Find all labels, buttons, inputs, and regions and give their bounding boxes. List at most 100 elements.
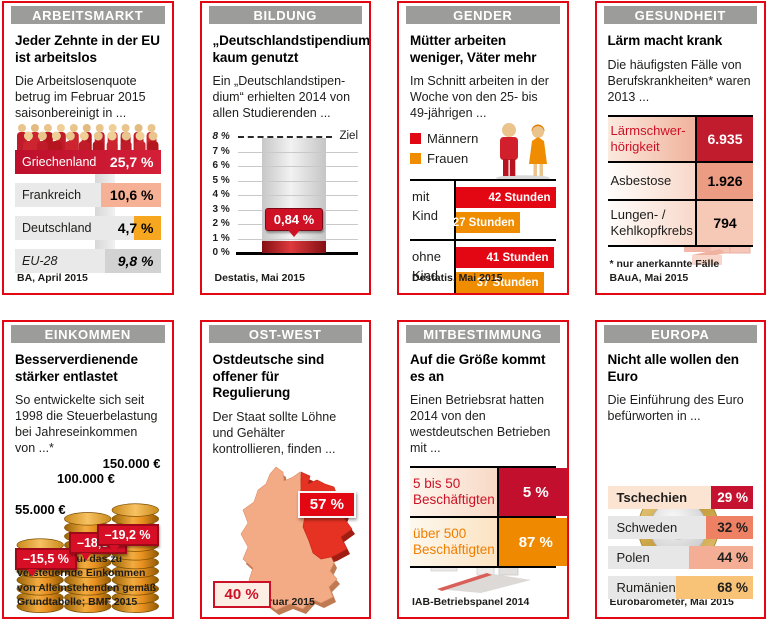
bar-highlight (134, 216, 161, 241)
legend-swatch-orange (410, 153, 421, 165)
bar-label: Frankreich (22, 188, 82, 203)
source-line: BAuA, Mai 2015 (609, 271, 689, 284)
card-title: Ostdeutsche sind offener für Regulierung (212, 352, 325, 401)
card-intro: Einen Betriebsrat hatten 2014 von den we… (410, 393, 551, 456)
bar-women: 27 Stunden (453, 212, 520, 234)
card-gender: GENDER Mütter arbeiten weniger, Väter me… (397, 1, 569, 295)
card-ostwest: OST-WEST Ostdeutsche sind offener für Re… (199, 320, 371, 619)
card-intro: Im Schnitt arbeiten in der Woche von den… (410, 74, 549, 121)
income-label-55000: 55.000 € (15, 502, 66, 518)
change-callout-150000: –19,2 % (96, 524, 159, 554)
card-intro: So entwickelte sich seit 1998 die Steuer… (15, 393, 158, 456)
source-line: Destatis, Mai 2015 (412, 271, 503, 284)
card-intro: Die häufigsten Fälle von Berufskrankheit… (607, 57, 751, 104)
euro-row-rumaenien: Rumänien 68 % (607, 576, 753, 600)
value-callout: 0,84 % (264, 208, 324, 238)
row-value: 29 % (710, 486, 753, 510)
bar-highlight (105, 249, 161, 274)
bar-row-deutschland: Deutschland 4,7 % (15, 216, 161, 241)
bar-row-griechenland: Griechenland 25,7 % (15, 150, 161, 175)
card-header-mitbestimmung: MITBESTIMMUNG (406, 325, 560, 343)
coin-stacks-chart: 55.000 € 100.000 € 150.000 € –15,5 % –18… (15, 456, 161, 616)
legend-label: Frauen (427, 151, 469, 167)
card-gesundheit: GESUNDHEIT Lärm macht krank Die häufigst… (594, 1, 766, 295)
table-row-large-firms: über 500 Beschäftigten 87 % (410, 518, 567, 569)
card-header-ostwest: OST-WEST (208, 325, 362, 343)
change-callout-55000: –15,5 % (15, 548, 77, 578)
legend-label: Männern (427, 131, 479, 147)
card-intro: Die Einführung des Euro befürworten in .… (607, 393, 744, 424)
card-title: Lärm macht krank (607, 33, 723, 48)
source-line: Destatis, Mai 2015 (214, 271, 305, 284)
east-value-box: 57 % (297, 491, 356, 519)
card-intro: Der Staat sollte Löhne und Gehälter kont… (212, 410, 337, 457)
euro-row-schweden: Schweden 32 % (607, 516, 753, 540)
card-header-europa: EUROPA (603, 325, 757, 343)
card-title: Mütter arbeiten weniger, Väter mehr (410, 33, 537, 65)
group-ohne-kind: ohne Kind 41 Stunden 37 Stunden (410, 241, 556, 293)
bar-label: Deutschland (22, 221, 92, 236)
target-dashed-line (237, 136, 332, 139)
bar-women: 37 Stunden (456, 272, 544, 293)
row-value: 44 % (688, 546, 753, 570)
bar-men: 42 Stunden (456, 187, 556, 209)
footnote: * nur anerkannte Fälle (609, 257, 720, 270)
row-label: Tschechien (607, 486, 711, 510)
source-line: BA, April 2015 (17, 271, 88, 284)
disease-table: Lärmschwer­hörigkeit 6.935 Asbestose 1.9… (607, 114, 753, 247)
west-value-box: 40 % (212, 581, 271, 609)
bar-label: Griechenland (22, 155, 97, 170)
card-mitbestimmung: MITBESTIMMUNG Auf die Größe kommt es an … (397, 320, 569, 619)
row-value: 6.935 (697, 116, 753, 161)
legend-item-women: Frauen (410, 151, 478, 166)
stipend-bar-chart: 8 % Ziel 7 % 6 % 5 % 4 % 3 % 2 % 1 % 0 %… (212, 130, 358, 259)
row-label: Schweden (607, 516, 707, 540)
euro-row-polen: Polen 44 % (607, 546, 753, 570)
row-label: Lungen- / Kehlkopfkrebs (607, 200, 697, 245)
table-row-asbestose: Asbestose 1.926 (607, 162, 753, 201)
x-axis (235, 252, 358, 256)
row-label: Asbestose (607, 162, 697, 199)
income-label-100000: 100.000 € (57, 471, 115, 487)
card-title: „Deutschlandstipendium“ kaum genutzt (212, 33, 371, 65)
card-header-gender: GENDER (406, 6, 560, 24)
tick-label: 8 % (212, 131, 230, 143)
table-row-lungenkrebs: Lungen- / Kehlkopfkrebs 794 (607, 200, 753, 247)
row-value: 1.926 (697, 162, 753, 199)
card-arbeitsmarkt: ARBEITSMARKT Jeder Zehnte in der EU ist … (2, 1, 174, 295)
table-row-laermschwerhoerigkeit: Lärmschwer­hörigkeit 6.935 (607, 116, 753, 163)
germany-map: 57 % 40 % (212, 459, 359, 617)
bar-value: 25,7 % (109, 154, 154, 171)
bar-row-eu28: EU-28 9,8 % (15, 249, 161, 274)
working-hours-chart: mit Kind 42 Stunden 27 Stunden ohne Kind… (410, 179, 556, 293)
legend-swatch-red (410, 133, 421, 145)
income-label-150000: 150.000 € (102, 456, 161, 472)
parents-illustration (495, 123, 550, 182)
bar-men: 41 Stunden (456, 247, 554, 269)
card-header-arbeitsmarkt: ARBEITSMARKT (11, 6, 165, 24)
card-title: Nicht alle wollen den Euro (607, 352, 740, 384)
table-row-small-firms: 5 bis 50 Beschäftigten 5 % (410, 468, 567, 519)
card-einkommen: EINKOMMEN Besserverdienende stärker entl… (2, 320, 174, 619)
bar-label: EU-28 (22, 254, 58, 269)
unemployment-bar-chart: Griechenland 25,7 % Frankreich 10,6 % De… (15, 123, 161, 274)
source-line: IAB-Betriebspanel 2014 (412, 595, 530, 608)
works-council-table: 5 bis 50 Beschäftigten 5 % über 500 Besc… (410, 466, 567, 569)
value-bar (261, 241, 326, 254)
bar-value: 10,6 % (109, 187, 154, 204)
group-label: ohne Kind (412, 249, 441, 284)
target-label: Ziel (339, 130, 358, 143)
card-title: Besserverdienende stärker entlastet (15, 352, 138, 384)
row-value: 87 % (498, 518, 567, 567)
row-value: 794 (697, 200, 753, 245)
card-bildung: BILDUNG „Deutschlandstipendium“ kaum gen… (199, 1, 371, 295)
legend: Männern Frauen (410, 131, 478, 171)
row-label: 5 bis 50 Beschäftigten (410, 468, 499, 517)
card-header-gesundheit: GESUNDHEIT (603, 6, 757, 24)
row-value: 5 % (498, 468, 567, 517)
bar-highlight (100, 183, 161, 208)
card-intro: Die Arbeitslosenquote betrug im Februar … (15, 74, 146, 121)
group-label: mit Kind (412, 189, 439, 224)
euro-approval-chart: Tschechien 29 % Schweden 32 % Polen 44 %… (607, 486, 753, 600)
